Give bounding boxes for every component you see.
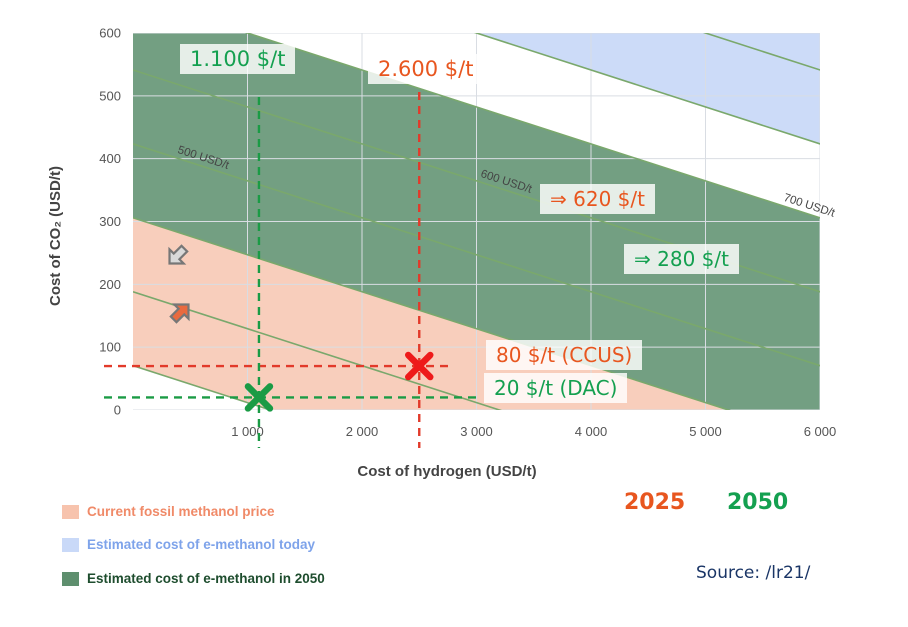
co2-cost-2025-label: 80 $/t (CCUS) [486,340,643,370]
co2-cost-2050-label: 20 $/t (DAC) [484,373,628,403]
point-2025-marker [405,351,434,381]
year-2050-label: 2050 [727,490,789,515]
y-tick-label: 100 [99,340,121,355]
legend-item-fossil: Current fossil methanol price [62,504,275,519]
y-tick-label: 300 [99,214,121,229]
iso-cost-line [473,33,820,145]
legend-swatch [62,571,79,586]
x-tick-label: 3 000 [460,424,493,439]
year-2025-label: 2025 [624,490,686,515]
y-tick-label: 600 [99,26,121,41]
iso-cost-line [133,290,503,410]
iso-cost-line [133,69,820,293]
h2-cost-2050-label: 1.100 $/t [180,44,296,74]
methanol-cost-2050-label: ⇒ 280 $/t [624,244,739,274]
legend-item-today: Estimated cost of e-methanol today [62,537,315,552]
iso-cost-line [133,0,908,33]
legend-label: Estimated cost of e-methanol in 2050 [87,571,325,586]
y-tick-label: 400 [99,151,121,166]
point-2050-marker [244,383,274,412]
arrow-up-right-icon [169,303,190,324]
legend-label: Estimated cost of e-methanol today [87,537,316,552]
x-tick-label: 1 000 [231,424,264,439]
iso-cost-line [133,143,820,367]
legend-label: Current fossil methanol price [87,504,275,519]
y-tick-label: 200 [99,277,121,292]
source-note: Source: /lr21/ [696,563,811,583]
legend-swatch [62,537,79,552]
methanol-cost-2025-label: ⇒ 620 $/t [540,184,655,214]
y-axis-title: Cost of CO₂ (USD/t) [47,166,64,306]
x-tick-label: 6 000 [804,424,837,439]
iso-cost-line [244,33,820,219]
y-tick-label: 0 [114,403,121,418]
x-tick-label: 5 000 [689,424,722,439]
arrow-down-left-icon [168,244,189,265]
x-tick-label: 2 000 [346,424,379,439]
h2-cost-2025-label: 2.600 $/t [368,54,484,84]
y-tick-label: 500 [99,88,121,103]
x-tick-label: 4 000 [575,424,608,439]
legend-swatch [62,504,79,519]
legend-item-2050: Estimated cost of e-methanol in 2050 [62,571,325,586]
x-axis-title: Cost of hydrogen (USD/t) [357,463,536,480]
iso-cost-line [702,33,820,71]
